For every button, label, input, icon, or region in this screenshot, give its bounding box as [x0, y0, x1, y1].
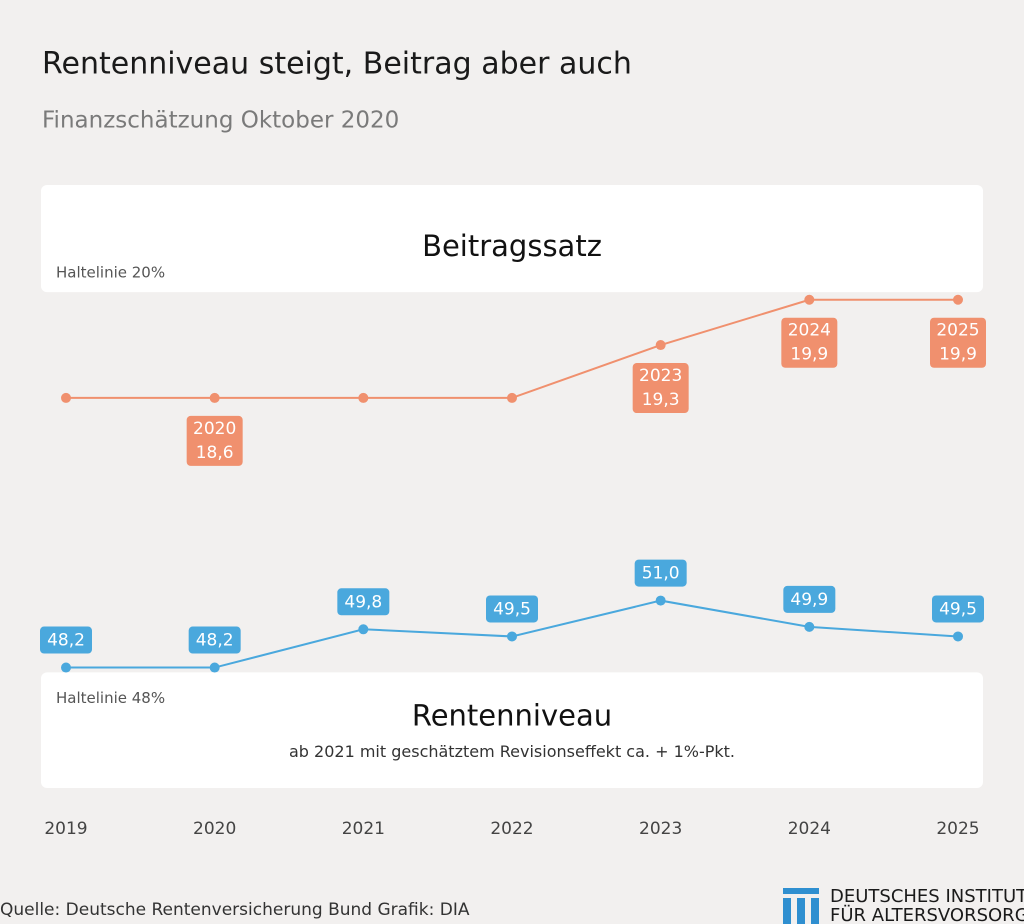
- data-label: 51,0: [642, 564, 680, 584]
- logo-text: FÜR ALTERSVORSORGE: [830, 904, 1024, 924]
- data-label: 19,9: [939, 345, 977, 365]
- logo-text: DEUTSCHES INSTITUT: [830, 886, 1024, 907]
- label-box: [632, 363, 689, 414]
- series-title: Beitragssatz: [422, 229, 602, 263]
- data-label: 49,5: [493, 599, 531, 619]
- reference-box: [41, 185, 983, 293]
- label-box: [932, 595, 984, 623]
- data-point: [61, 392, 71, 403]
- label-year: 2025: [936, 321, 979, 341]
- data-label: 49,9: [790, 590, 828, 610]
- data-point: [804, 621, 815, 632]
- data-point: [804, 294, 815, 305]
- data-label: 18,6: [196, 443, 234, 463]
- data-point: [507, 392, 517, 403]
- x-tick-label: 2022: [490, 819, 533, 839]
- data-point: [655, 595, 666, 606]
- chart-title: Rentenniveau steigt, Beitrag aber auch: [42, 47, 632, 82]
- x-tick-label: 2024: [788, 819, 831, 839]
- data-point: [209, 392, 220, 403]
- data-point: [507, 631, 517, 642]
- label-box: [930, 317, 986, 368]
- label-box: [186, 415, 243, 466]
- label-box: [337, 588, 390, 616]
- label-year: 2020: [193, 419, 236, 439]
- series-title: Rentenniveau: [412, 698, 612, 732]
- label-box: [783, 585, 836, 613]
- x-tick-label: 2025: [936, 819, 979, 839]
- data-label: 48,2: [196, 631, 234, 651]
- data-point: [358, 392, 369, 403]
- data-label: 19,3: [642, 390, 680, 410]
- x-tick-label: 2020: [193, 819, 236, 839]
- chart-subtitle: Finanzschätzung Oktober 2020: [42, 108, 399, 134]
- data-point: [953, 631, 963, 642]
- data-label: 19,9: [790, 345, 828, 365]
- data-label: 48,2: [47, 631, 85, 651]
- label-box: [486, 595, 538, 623]
- x-tick-label: 2019: [44, 819, 87, 839]
- x-tick-label: 2021: [342, 819, 385, 839]
- source: Quelle: Deutsche Rentenversicherung Bund…: [0, 900, 470, 920]
- label-year: 2024: [788, 321, 831, 341]
- x-tick-label: 2023: [639, 819, 682, 839]
- series-note: ab 2021 mit geschätztem Revisionseffekt …: [289, 742, 735, 761]
- label-box: [781, 317, 838, 368]
- logo-icon: [811, 898, 819, 924]
- logo-icon: [797, 898, 805, 924]
- data-label: 49,8: [344, 592, 382, 612]
- label-box: [40, 626, 92, 654]
- logo-icon: [783, 888, 819, 894]
- reference-box: [41, 672, 983, 788]
- logo: DEUTSCHES INSTITUT FÜR ALTERSVORSORGE: [783, 886, 1024, 924]
- label-year: 2023: [639, 366, 682, 386]
- logo-icon: [783, 898, 791, 924]
- data-point: [209, 662, 220, 673]
- label-box: [188, 626, 241, 654]
- data-label: 49,5: [939, 599, 977, 619]
- reference-label: Haltelinie 48%: [56, 689, 165, 707]
- data-point: [358, 624, 369, 635]
- data-point: [61, 662, 71, 673]
- label-box: [634, 559, 687, 587]
- data-point: [655, 340, 666, 351]
- reference-label: Haltelinie 20%: [56, 264, 165, 282]
- data-point: [953, 294, 963, 305]
